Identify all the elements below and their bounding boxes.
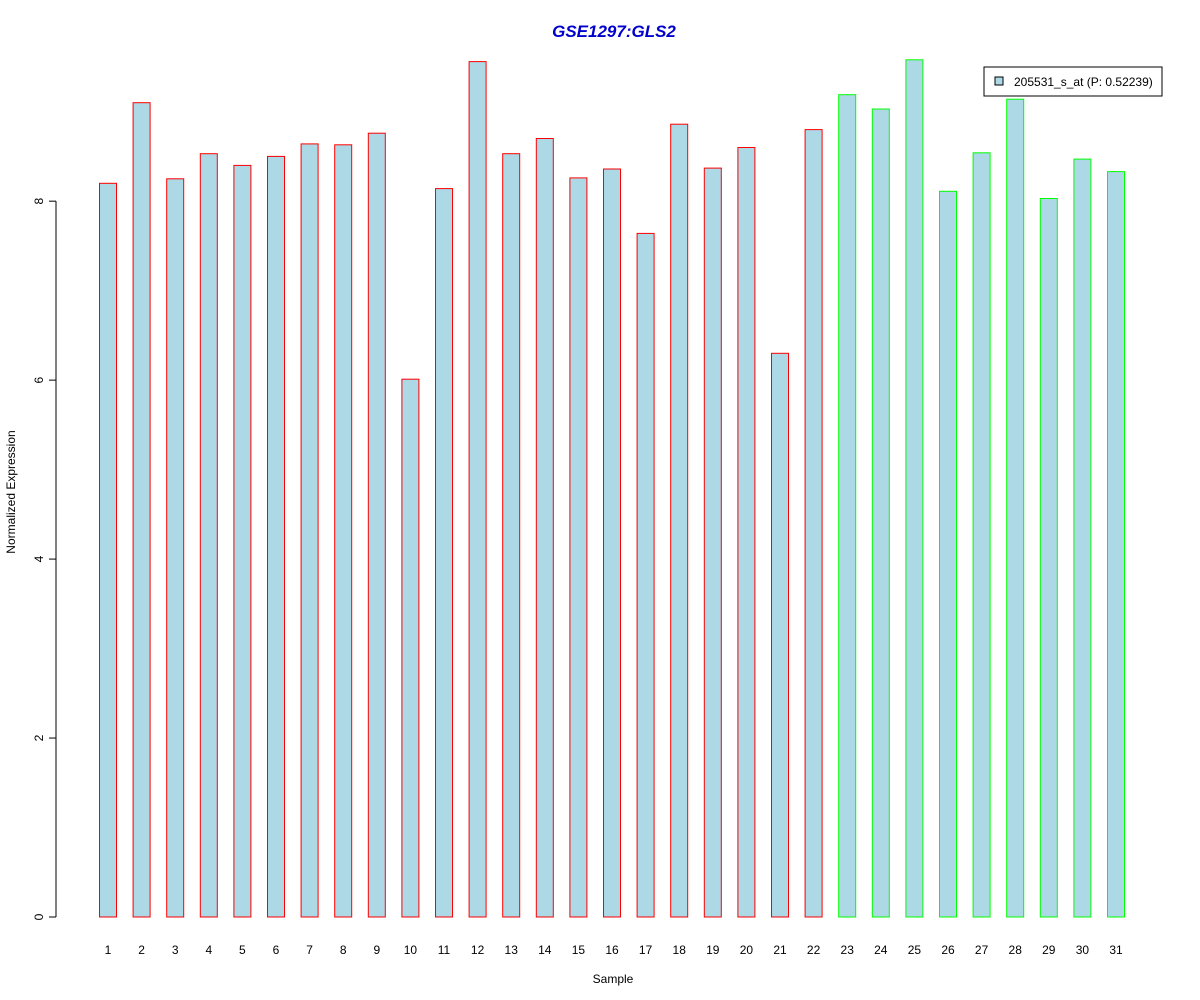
- bar-sample-12: [468, 61, 487, 918]
- bar-sample-5: [233, 164, 252, 918]
- bar-sample-31: [1107, 171, 1125, 918]
- x-tick-label: 9: [373, 943, 380, 957]
- x-tick-label: 7: [306, 943, 313, 957]
- bar-sample-30: [1073, 158, 1092, 918]
- bars-group: [99, 59, 1125, 918]
- legend-label: 205531_s_at (P: 0.52239): [1014, 75, 1153, 89]
- x-tick-label: 17: [639, 943, 653, 957]
- x-tick-label: 31: [1109, 943, 1123, 957]
- x-tick-label: 26: [941, 943, 955, 957]
- y-tick-label: 2: [32, 734, 46, 741]
- bar-sample-7: [300, 143, 319, 918]
- x-tick-label: 30: [1076, 943, 1090, 957]
- x-tick-label: 15: [572, 943, 586, 957]
- bar-sample-2: [132, 102, 151, 918]
- bar-sample-1: [99, 182, 117, 918]
- y-axis-title: Normalized Expression: [4, 430, 18, 553]
- bar-sample-28: [1006, 98, 1025, 918]
- x-tick-label: 1: [105, 943, 112, 957]
- x-tick-label: 21: [773, 943, 787, 957]
- y-tick-label: 4: [32, 555, 46, 562]
- bar-sample-20: [737, 147, 756, 918]
- x-tick-labels: 1 2 3 4 5 6 7 8 9 10 11 12 13 14 15 16 17 18 19 20 21 22 23 24 2…: [105, 943, 1123, 957]
- x-tick-label: 24: [874, 943, 888, 957]
- bar-sample-18: [670, 123, 689, 918]
- x-tick-label: 28: [1009, 943, 1023, 957]
- x-tick-label: 12: [471, 943, 485, 957]
- bar-sample-29: [1039, 198, 1058, 918]
- x-tick-label: 29: [1042, 943, 1056, 957]
- bar-sample-25: [905, 59, 924, 918]
- bar-sample-21: [771, 352, 789, 918]
- bar-sample-23: [838, 94, 857, 918]
- bar-sample-17: [636, 232, 655, 918]
- x-tick-label: 2: [138, 943, 145, 957]
- bar-sample-3: [166, 178, 185, 918]
- legend-box: [983, 66, 1163, 97]
- y-tick-label: 0: [32, 913, 46, 920]
- bar-sample-15: [569, 177, 588, 918]
- x-tick-label: 4: [205, 943, 212, 957]
- x-tick-label: 3: [172, 943, 179, 957]
- bar-sample-19: [703, 167, 722, 918]
- bar-sample-9: [367, 132, 386, 918]
- y-tick-label: 8: [32, 198, 46, 205]
- bar-sample-26: [939, 190, 957, 918]
- x-tick-label: 22: [807, 943, 821, 957]
- x-tick-label: 5: [239, 943, 246, 957]
- bar-sample-6: [267, 155, 285, 918]
- bar-sample-22: [804, 129, 823, 918]
- y-tick-label: 6: [32, 376, 46, 383]
- bar-sample-24: [871, 108, 890, 918]
- bar-sample-16: [603, 168, 621, 918]
- x-tick-label: 11: [438, 943, 451, 957]
- bar-sample-27: [972, 152, 991, 918]
- x-tick-label: 16: [605, 943, 619, 957]
- bar-sample-4: [199, 153, 218, 918]
- x-tick-label: 23: [841, 943, 855, 957]
- x-tick-label: 27: [975, 943, 989, 957]
- x-tick-label: 20: [740, 943, 754, 957]
- x-tick-label: 18: [673, 943, 687, 957]
- legend-swatch: [994, 76, 1004, 86]
- x-axis-title: Sample: [593, 972, 634, 986]
- legend: 205531_s_at (P: 0.52239): [983, 66, 1163, 97]
- x-tick-label: 25: [908, 943, 922, 957]
- bar-sample-11: [435, 188, 453, 918]
- bar-sample-13: [502, 153, 521, 918]
- x-tick-label: 14: [538, 943, 552, 957]
- x-tick-label: 8: [340, 943, 347, 957]
- x-tick-label: 19: [706, 943, 720, 957]
- x-tick-label: 10: [404, 943, 418, 957]
- bar-sample-10: [401, 378, 420, 918]
- x-tick-label: 13: [505, 943, 519, 957]
- bar-sample-8: [334, 144, 353, 918]
- bar-sample-14: [535, 138, 554, 918]
- x-tick-label: 6: [273, 943, 280, 957]
- y-axis: 0 2 4 6 8: [32, 198, 57, 920]
- chart-title: GSE1297:GLS2: [552, 22, 676, 41]
